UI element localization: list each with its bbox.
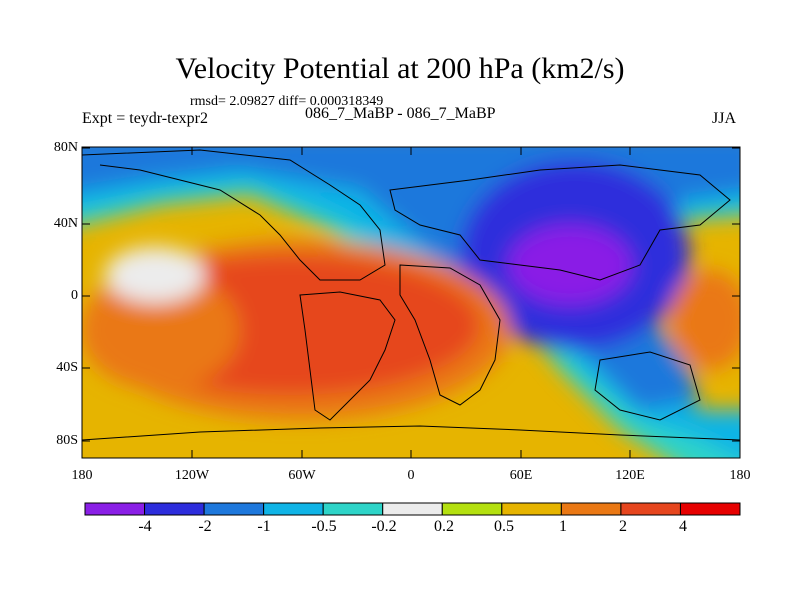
map-title: Velocity Potential at 200 hPa (km2/s) <box>175 52 625 85</box>
y-tick-label: 40N <box>53 216 78 231</box>
y-tick-label: 80N <box>53 140 78 155</box>
colorbar-swatch <box>84 502 146 516</box>
y-tick-label: 0 <box>71 288 78 303</box>
y-tick-label: 40S <box>56 360 78 375</box>
australia-outline <box>594 351 701 421</box>
antarctica-outline <box>82 425 740 441</box>
x-tick-label: 0 <box>407 468 415 483</box>
y-tick-label: 80S <box>56 433 78 448</box>
colorbar-label: -4 <box>138 518 152 535</box>
colorbar-label: 2 <box>619 518 627 535</box>
positive-east-region <box>670 270 740 370</box>
x-tick-label: 120E <box>615 468 645 483</box>
north-america-outline <box>82 149 386 281</box>
x-tick-label: 120W <box>174 468 210 483</box>
axis-ticks <box>81 147 741 458</box>
colorbar-swatch <box>560 502 622 516</box>
colorbar-label: 4 <box>679 518 687 535</box>
colorbar-swatch <box>263 502 324 516</box>
colorbar-label: -0.2 <box>371 518 397 535</box>
colorbar-swatch <box>203 502 265 516</box>
colorbar-label: -0.5 <box>311 518 337 535</box>
x-tick-label: 180 <box>729 468 751 483</box>
colorbar-swatch <box>501 502 562 516</box>
colorbar-label: 0.2 <box>434 518 454 535</box>
near-zero-patch <box>105 247 205 303</box>
colorbar-label: -2 <box>198 518 212 535</box>
eurasia-outline <box>389 164 731 281</box>
colorbar <box>84 502 741 516</box>
minimum-core <box>508 225 632 305</box>
colorbar-label: 1 <box>559 518 567 535</box>
season-label: JJA <box>712 110 737 127</box>
africa-outline <box>399 264 501 406</box>
velocity-potential-field <box>82 147 740 458</box>
positive-west-region <box>82 270 240 390</box>
colorbar-swatch <box>144 502 205 516</box>
coastlines <box>82 149 740 441</box>
south-america-outline <box>299 291 396 421</box>
colorbar-label: -1 <box>257 518 271 535</box>
x-tick-label: 60W <box>288 468 316 483</box>
colorbar-label: 0.5 <box>494 518 514 535</box>
case-subtitle: 086_7_MaBP - 086_7_MaBP <box>305 105 496 122</box>
x-tick-label: 180 <box>71 468 93 483</box>
colorbar-swatch <box>322 502 384 516</box>
colorbar-swatch <box>679 502 741 516</box>
rmsd-diff-stats: rmsd= 2.09827 diff= 0.000318349 <box>190 94 384 109</box>
experiment-label: Expt = teydr-texpr2 <box>82 110 208 127</box>
colorbar-swatch <box>620 502 681 516</box>
colorbar-swatch <box>441 502 503 516</box>
colorbar-swatch <box>382 502 443 516</box>
x-tick-label: 60E <box>509 468 533 483</box>
